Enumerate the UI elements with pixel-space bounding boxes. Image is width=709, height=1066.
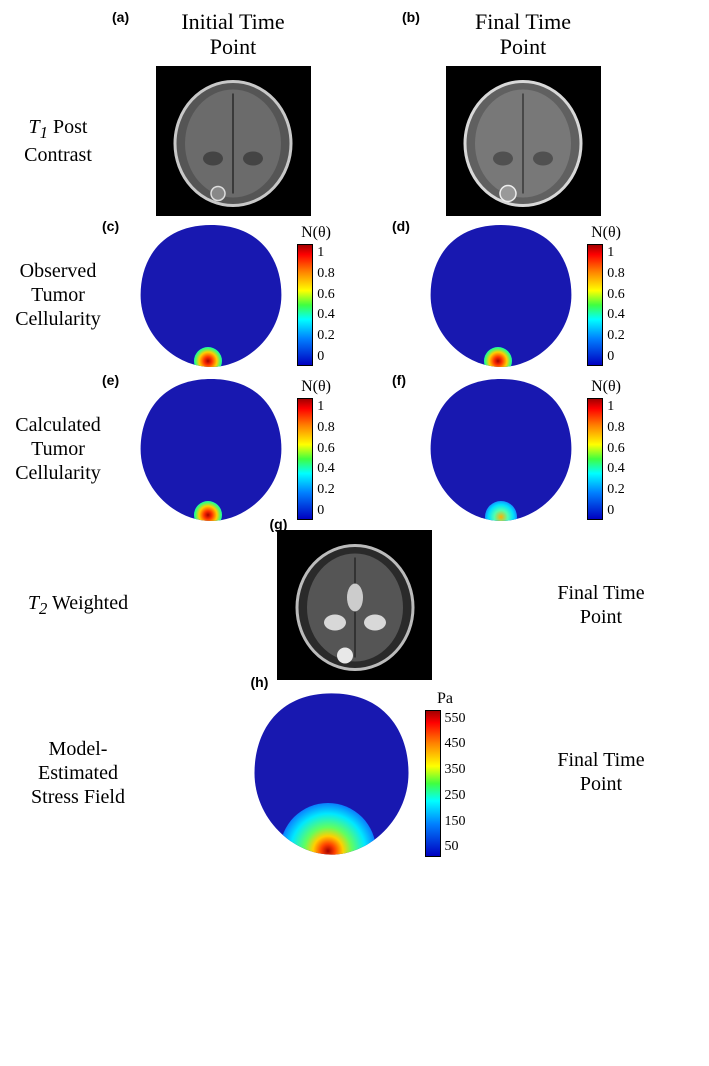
row-calculated: CalculatedTumorCellularity (e) N(θ) 10.8… [8, 374, 701, 524]
mri-initial [156, 66, 311, 216]
row-label-t2: T2 Weighted [8, 591, 148, 619]
cellmap-e [131, 374, 291, 524]
cellmap-f [421, 374, 581, 524]
col-title-initial: Initial TimePoint [181, 9, 284, 60]
label-f: (f) [392, 372, 406, 388]
side-label-g: Final TimePoint [531, 581, 671, 629]
header-row: (a) Initial TimePoint (b) Final TimePoin… [8, 8, 701, 62]
label-e: (e) [102, 372, 119, 388]
label-d: (d) [392, 218, 410, 234]
side-label-h: Final TimePoint [531, 748, 671, 796]
colorbar-c: N(θ) 10.80.60.40.20 [297, 224, 335, 366]
figure-root: (a) Initial TimePoint (b) Final TimePoin… [8, 8, 701, 858]
colorbar-e: N(θ) 10.80.60.40.20 [297, 378, 335, 520]
stressmap [244, 688, 419, 858]
mri-t2 [277, 530, 432, 680]
label-b: (b) [402, 9, 420, 25]
label-a: (a) [112, 9, 129, 25]
colorbar-f: N(θ) 10.80.60.40.20 [587, 378, 625, 520]
cellmap-c [131, 220, 291, 370]
row-label-obs: ObservedTumorCellularity [8, 259, 108, 331]
row-t2: T2 Weighted (g) Final TimePoint [8, 530, 701, 680]
label-c: (c) [102, 218, 119, 234]
row-label-calc: CalculatedTumorCellularity [8, 413, 108, 485]
row-stress: Model-EstimatedStress Field (h) Pa 55045… [8, 688, 701, 858]
row-observed: ObservedTumorCellularity (c) N(θ) 10.80.… [8, 220, 701, 370]
colorbar-d: N(θ) 10.80.60.40.20 [587, 224, 625, 366]
col-title-final: Final TimePoint [475, 9, 571, 60]
row-label-stress: Model-EstimatedStress Field [8, 737, 148, 809]
cellmap-d [421, 220, 581, 370]
row-t1: T1 PostContrast [8, 66, 701, 216]
colorbar-h: Pa 55045035025015050 [425, 690, 466, 857]
row-label-t1: T1 PostContrast [8, 115, 108, 167]
mri-final [446, 66, 601, 216]
